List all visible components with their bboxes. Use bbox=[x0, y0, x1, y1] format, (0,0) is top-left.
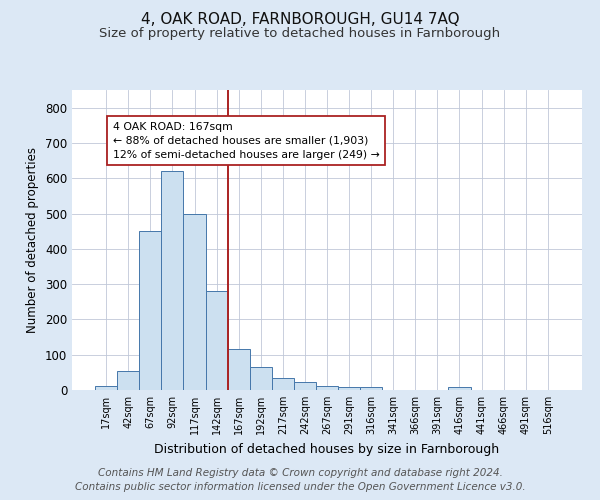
Bar bbox=[250, 367, 272, 390]
Y-axis label: Number of detached properties: Number of detached properties bbox=[26, 147, 40, 333]
Bar bbox=[206, 291, 227, 390]
Text: Size of property relative to detached houses in Farnborough: Size of property relative to detached ho… bbox=[100, 28, 500, 40]
Text: 4, OAK ROAD, FARNBOROUGH, GU14 7AQ: 4, OAK ROAD, FARNBOROUGH, GU14 7AQ bbox=[140, 12, 460, 28]
Bar bbox=[139, 231, 161, 390]
Bar bbox=[338, 387, 360, 390]
Bar bbox=[117, 370, 139, 390]
Text: Contains public sector information licensed under the Open Government Licence v3: Contains public sector information licen… bbox=[74, 482, 526, 492]
Bar bbox=[360, 387, 382, 390]
Bar bbox=[294, 382, 316, 390]
Bar bbox=[272, 378, 294, 390]
Bar bbox=[95, 386, 117, 390]
Text: 4 OAK ROAD: 167sqm
← 88% of detached houses are smaller (1,903)
12% of semi-deta: 4 OAK ROAD: 167sqm ← 88% of detached hou… bbox=[113, 122, 380, 160]
Bar bbox=[184, 214, 206, 390]
Text: Contains HM Land Registry data © Crown copyright and database right 2024.: Contains HM Land Registry data © Crown c… bbox=[98, 468, 502, 477]
Bar bbox=[316, 386, 338, 390]
Bar bbox=[161, 171, 184, 390]
Bar bbox=[227, 350, 250, 390]
X-axis label: Distribution of detached houses by size in Farnborough: Distribution of detached houses by size … bbox=[154, 442, 500, 456]
Bar bbox=[448, 387, 470, 390]
